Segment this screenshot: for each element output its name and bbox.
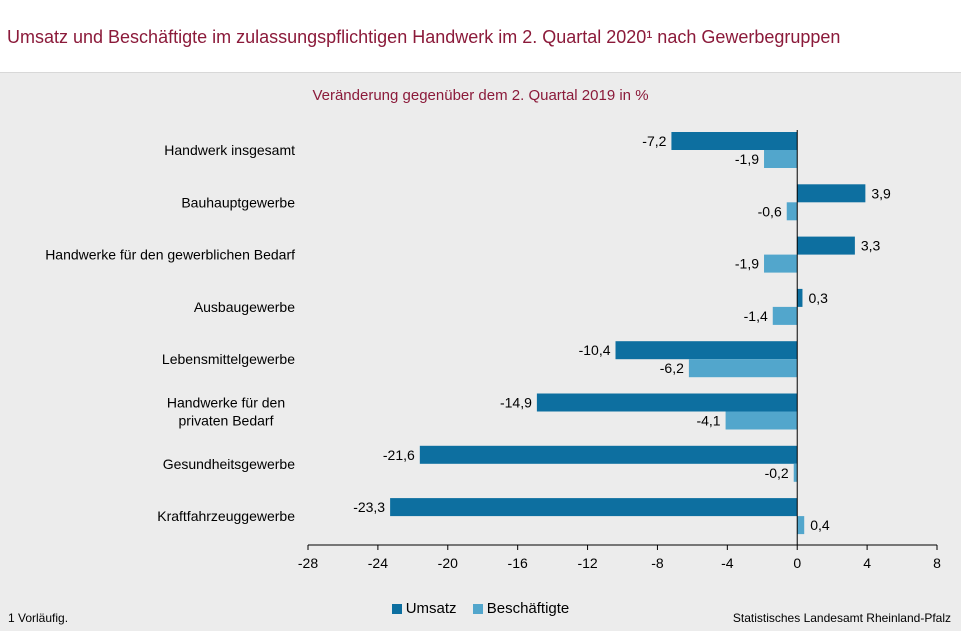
category-label: Lebensmittelgewerbe xyxy=(162,351,295,367)
bar-umsatz xyxy=(536,393,798,412)
bar-beschaeftigte xyxy=(764,150,798,168)
bar-umsatz xyxy=(390,498,798,517)
legend-item-beschaeftigte: Beschäftigte xyxy=(472,600,570,617)
data-label: -4,1 xyxy=(696,413,720,429)
data-label: 0,4 xyxy=(810,517,830,533)
x-tick-label: 0 xyxy=(793,555,801,571)
bar-umsatz xyxy=(797,236,855,255)
category-label: Bauhauptgewerbe xyxy=(181,194,295,210)
bar-beschaeftigte xyxy=(772,306,798,325)
legend-label-beschaeftigte: Beschäftigte xyxy=(486,600,570,617)
legend-swatch-beschaeftigte xyxy=(472,603,483,614)
source-note: Statistisches Landesamt Rheinland-Pfalz xyxy=(732,611,951,625)
bar-beschaeftigte xyxy=(793,463,798,482)
bar-beschaeftigte xyxy=(764,254,798,273)
title-bar: Umsatz und Beschäftigte im zulassungspfl… xyxy=(0,0,961,72)
bar-umsatz xyxy=(797,288,803,307)
footnote: 1 Vorläufig. xyxy=(8,611,69,625)
title-divider xyxy=(0,72,961,73)
legend-item-umsatz: Umsatz xyxy=(391,600,457,617)
category-label: Gesundheitsgewerbe xyxy=(163,456,296,472)
x-tick-label: 4 xyxy=(863,555,871,571)
bar-beschaeftigte xyxy=(786,202,798,221)
x-tick-label: -24 xyxy=(368,555,388,571)
category-label: Handwerk insgesamt xyxy=(164,142,295,158)
x-tick-label: -28 xyxy=(298,555,318,571)
legend-swatch-umsatz xyxy=(391,603,402,614)
data-label: -14,9 xyxy=(500,395,532,411)
bar-beschaeftigte xyxy=(725,411,798,430)
data-label: -7,2 xyxy=(642,133,666,149)
data-label: -1,4 xyxy=(744,308,768,324)
data-label: -21,6 xyxy=(383,447,415,463)
data-label: -0,2 xyxy=(765,465,789,481)
data-label: 0,3 xyxy=(808,290,828,306)
x-tick-label: -20 xyxy=(438,555,458,571)
bar-umsatz xyxy=(419,445,798,464)
category-label: Ausbaugewerbe xyxy=(194,299,295,315)
data-label: -23,3 xyxy=(353,499,385,515)
category-label: Handwerke für den xyxy=(167,395,285,411)
data-label: 3,9 xyxy=(871,185,891,201)
data-label: -0,6 xyxy=(758,203,782,219)
category-label: Handwerke für den gewerblichen Bedarf xyxy=(45,247,295,263)
bar-umsatz xyxy=(797,184,866,203)
bar-umsatz xyxy=(671,132,798,150)
legend: Umsatz Beschäftigte xyxy=(0,600,961,618)
data-label: 3,3 xyxy=(861,238,881,254)
data-label: -10,4 xyxy=(579,342,611,358)
x-tick-label: -16 xyxy=(508,555,528,571)
bar-beschaeftigte xyxy=(688,359,798,378)
data-label: -1,9 xyxy=(735,151,759,167)
chart-subtitle: Veränderung gegenüber dem 2. Quartal 201… xyxy=(312,87,649,104)
x-tick-label: -12 xyxy=(577,555,597,571)
category-label: privaten Bedarf xyxy=(179,413,274,429)
x-tick-label: -8 xyxy=(651,555,664,571)
legend-label-umsatz: Umsatz xyxy=(405,600,457,617)
chart-title: Umsatz und Beschäftigte im zulassungspfl… xyxy=(7,27,841,47)
data-label: -6,2 xyxy=(660,360,684,376)
bar-beschaeftigte xyxy=(797,516,805,535)
x-tick-label: -4 xyxy=(721,555,734,571)
bar-umsatz xyxy=(615,341,798,360)
category-label: Kraftfahrzeuggewerbe xyxy=(157,508,295,524)
x-tick-label: 8 xyxy=(933,555,941,571)
data-label: -1,9 xyxy=(735,256,759,272)
